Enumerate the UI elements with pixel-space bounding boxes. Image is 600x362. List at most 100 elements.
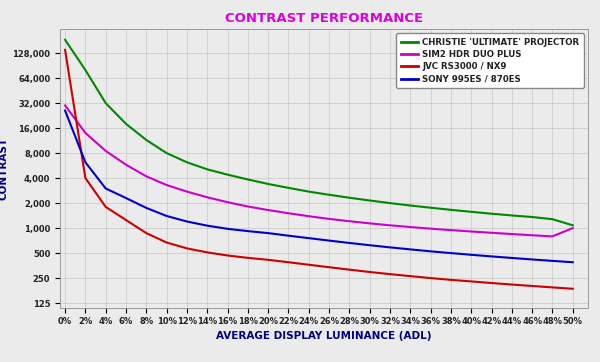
JVC RS3000 / NX9 — [325, 265, 332, 269]
SONY 995ES / 870ES — [184, 219, 191, 224]
CHRISTIE 'ULTIMATE' PROJECTOR — [508, 213, 515, 218]
SONY 995ES / 870ES — [549, 259, 556, 263]
Y-axis label: CONTRAST: CONTRAST — [0, 137, 8, 200]
SONY 995ES / 870ES — [265, 231, 272, 235]
X-axis label: AVERAGE DISPLAY LUMINANCE (ADL): AVERAGE DISPLAY LUMINANCE (ADL) — [216, 331, 432, 341]
JVC RS3000 / NX9 — [467, 279, 475, 283]
SONY 995ES / 870ES — [448, 251, 455, 255]
SONY 995ES / 870ES — [325, 239, 332, 243]
SONY 995ES / 870ES — [82, 160, 89, 164]
SIM2 HDR DUO PLUS — [102, 149, 109, 153]
SIM2 HDR DUO PLUS — [285, 211, 292, 215]
JVC RS3000 / NX9 — [265, 258, 272, 262]
SIM2 HDR DUO PLUS — [346, 219, 353, 223]
CHRISTIE 'ULTIMATE' PROJECTOR — [467, 210, 475, 214]
CHRISTIE 'ULTIMATE' PROJECTOR — [448, 208, 455, 212]
CHRISTIE 'ULTIMATE' PROJECTOR — [184, 160, 191, 164]
CHRISTIE 'ULTIMATE' PROJECTOR — [102, 101, 109, 105]
SIM2 HDR DUO PLUS — [203, 195, 211, 199]
SIM2 HDR DUO PLUS — [569, 226, 577, 230]
JVC RS3000 / NX9 — [82, 176, 89, 180]
SIM2 HDR DUO PLUS — [386, 223, 394, 227]
SIM2 HDR DUO PLUS — [265, 208, 272, 212]
Line: JVC RS3000 / NX9: JVC RS3000 / NX9 — [65, 50, 573, 289]
SONY 995ES / 870ES — [122, 196, 130, 200]
SONY 995ES / 870ES — [569, 260, 577, 264]
CHRISTIE 'ULTIMATE' PROJECTOR — [224, 172, 231, 177]
JVC RS3000 / NX9 — [448, 278, 455, 282]
CHRISTIE 'ULTIMATE' PROJECTOR — [529, 215, 536, 219]
JVC RS3000 / NX9 — [508, 282, 515, 287]
SIM2 HDR DUO PLUS — [427, 227, 434, 231]
SIM2 HDR DUO PLUS — [549, 234, 556, 239]
SONY 995ES / 870ES — [467, 253, 475, 257]
SIM2 HDR DUO PLUS — [366, 221, 373, 226]
SONY 995ES / 870ES — [305, 236, 313, 240]
JVC RS3000 / NX9 — [203, 250, 211, 254]
CHRISTIE 'ULTIMATE' PROJECTOR — [285, 186, 292, 190]
JVC RS3000 / NX9 — [143, 231, 150, 235]
CHRISTIE 'ULTIMATE' PROJECTOR — [386, 201, 394, 205]
SIM2 HDR DUO PLUS — [488, 231, 495, 235]
CHRISTIE 'ULTIMATE' PROJECTOR — [244, 177, 251, 182]
JVC RS3000 / NX9 — [61, 48, 68, 52]
SIM2 HDR DUO PLUS — [224, 200, 231, 205]
CHRISTIE 'ULTIMATE' PROJECTOR — [61, 38, 68, 42]
SONY 995ES / 870ES — [224, 227, 231, 231]
SIM2 HDR DUO PLUS — [244, 204, 251, 209]
SIM2 HDR DUO PLUS — [305, 214, 313, 218]
SONY 995ES / 870ES — [163, 214, 170, 218]
CHRISTIE 'ULTIMATE' PROJECTOR — [488, 211, 495, 216]
SIM2 HDR DUO PLUS — [529, 233, 536, 237]
SONY 995ES / 870ES — [143, 206, 150, 210]
Title: CONTRAST PERFORMANCE: CONTRAST PERFORMANCE — [225, 12, 423, 25]
JVC RS3000 / NX9 — [244, 256, 251, 260]
JVC RS3000 / NX9 — [224, 253, 231, 258]
CHRISTIE 'ULTIMATE' PROJECTOR — [366, 198, 373, 203]
JVC RS3000 / NX9 — [488, 281, 495, 285]
SONY 995ES / 870ES — [529, 257, 536, 262]
SIM2 HDR DUO PLUS — [61, 103, 68, 108]
SONY 995ES / 870ES — [407, 247, 414, 252]
SONY 995ES / 870ES — [366, 243, 373, 247]
JVC RS3000 / NX9 — [366, 270, 373, 274]
SIM2 HDR DUO PLUS — [143, 174, 150, 178]
SIM2 HDR DUO PLUS — [407, 225, 414, 229]
SIM2 HDR DUO PLUS — [184, 189, 191, 194]
SONY 995ES / 870ES — [508, 256, 515, 260]
CHRISTIE 'ULTIMATE' PROJECTOR — [407, 203, 414, 208]
JVC RS3000 / NX9 — [305, 262, 313, 267]
SONY 995ES / 870ES — [346, 241, 353, 245]
JVC RS3000 / NX9 — [102, 205, 109, 209]
SIM2 HDR DUO PLUS — [163, 183, 170, 187]
JVC RS3000 / NX9 — [122, 218, 130, 222]
SONY 995ES / 870ES — [488, 254, 495, 258]
SIM2 HDR DUO PLUS — [448, 228, 455, 232]
JVC RS3000 / NX9 — [346, 268, 353, 272]
JVC RS3000 / NX9 — [407, 274, 414, 278]
CHRISTIE 'ULTIMATE' PROJECTOR — [549, 217, 556, 221]
Legend: CHRISTIE 'ULTIMATE' PROJECTOR, SIM2 HDR DUO PLUS, JVC RS3000 / NX9, SONY 995ES /: CHRISTIE 'ULTIMATE' PROJECTOR, SIM2 HDR … — [397, 33, 584, 88]
CHRISTIE 'ULTIMATE' PROJECTOR — [203, 167, 211, 172]
SONY 995ES / 870ES — [203, 223, 211, 228]
Line: SONY 995ES / 870ES: SONY 995ES / 870ES — [65, 110, 573, 262]
CHRISTIE 'ULTIMATE' PROJECTOR — [569, 223, 577, 227]
CHRISTIE 'ULTIMATE' PROJECTOR — [163, 151, 170, 155]
JVC RS3000 / NX9 — [569, 287, 577, 291]
Line: SIM2 HDR DUO PLUS: SIM2 HDR DUO PLUS — [65, 105, 573, 236]
SONY 995ES / 870ES — [102, 186, 109, 191]
SONY 995ES / 870ES — [386, 245, 394, 249]
CHRISTIE 'ULTIMATE' PROJECTOR — [143, 138, 150, 142]
JVC RS3000 / NX9 — [549, 285, 556, 290]
SONY 995ES / 870ES — [285, 233, 292, 238]
JVC RS3000 / NX9 — [529, 284, 536, 288]
SIM2 HDR DUO PLUS — [508, 232, 515, 236]
CHRISTIE 'ULTIMATE' PROJECTOR — [346, 195, 353, 200]
JVC RS3000 / NX9 — [427, 276, 434, 280]
Line: CHRISTIE 'ULTIMATE' PROJECTOR: CHRISTIE 'ULTIMATE' PROJECTOR — [65, 40, 573, 225]
JVC RS3000 / NX9 — [184, 246, 191, 251]
CHRISTIE 'ULTIMATE' PROJECTOR — [427, 206, 434, 210]
JVC RS3000 / NX9 — [163, 240, 170, 245]
CHRISTIE 'ULTIMATE' PROJECTOR — [305, 189, 313, 194]
SONY 995ES / 870ES — [244, 229, 251, 233]
